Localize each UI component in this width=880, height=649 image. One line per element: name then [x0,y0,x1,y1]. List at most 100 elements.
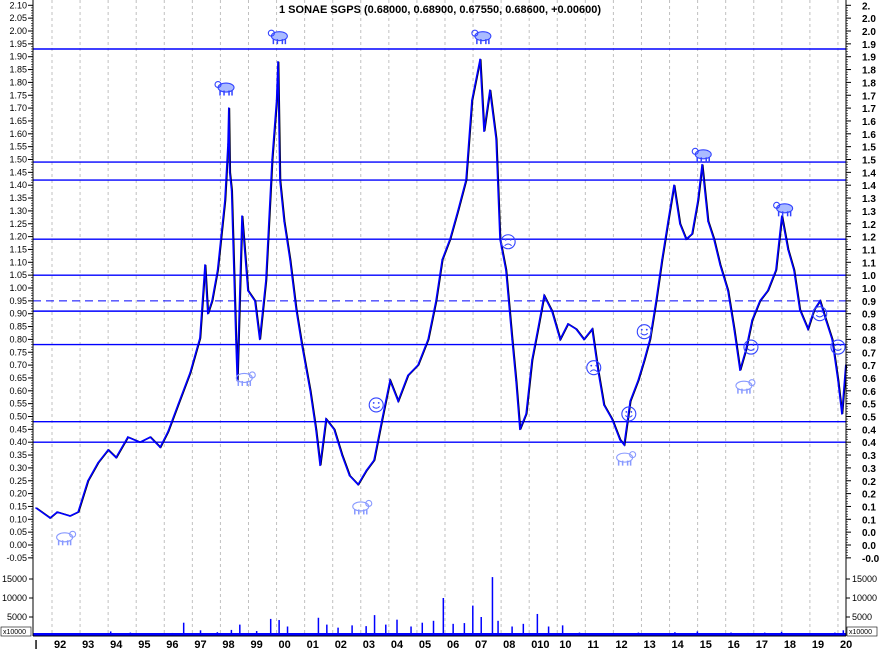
price-point [228,107,230,109]
bull-head [69,530,77,538]
price-point [619,438,621,441]
left-tick-label: 1.35 [9,193,27,203]
volume-bar [432,620,435,636]
price-point [841,413,843,415]
left-tick-label: 0.70 [9,360,27,370]
price-point [441,258,443,261]
price-point [713,238,715,240]
face-eye [377,402,380,404]
face-mouth [589,369,598,373]
smile-icon [368,397,384,413]
right-tick-label: 0.4 [862,438,876,449]
price-point [204,264,206,266]
volume-unit-box-left [0,626,32,637]
right-tick-label: 1.8 [862,78,876,89]
bull-icon [616,451,637,466]
bull-icon [235,371,256,386]
volume-bar [463,623,466,636]
x-tick-label: 14 [672,639,685,649]
price-point [719,264,721,266]
volume-tick-label-right: 15000 [852,574,877,584]
face-eye [625,411,628,413]
x-tick-label: 00 [279,639,291,649]
price-point [341,454,343,456]
right-tick-label: 0.5 [862,400,876,411]
volume-bar [269,618,272,636]
right-tick-label: 0.1 [862,515,876,526]
bear-head [214,80,222,89]
price-point [325,418,327,420]
price-point [623,443,625,446]
price-point [591,328,593,330]
price-point [739,369,741,372]
right-tick-label: 1.7 [862,104,876,115]
price-line [35,59,847,520]
price-point [701,163,703,166]
price-point [649,338,651,341]
volume-bar [561,625,564,636]
x-tick-label: 97 [194,639,206,649]
price-point [35,507,37,509]
price-point [199,337,201,339]
price-point [707,220,709,222]
right-tick-label: 1.5 [862,156,876,167]
smile-icon [621,406,637,422]
volume-bar [511,626,513,636]
price-point [629,400,632,402]
right-tick-label: 0.9 [862,310,876,321]
face-eye [640,328,643,331]
price-point [471,99,473,102]
price-point [189,372,191,374]
left-tick-label: 0.20 [9,489,27,499]
price-point [159,446,161,449]
left-tick-label: 1.40 [9,180,27,190]
right-tick-label: 0.5 [862,413,876,424]
price-point [515,379,517,382]
price-point [697,199,699,202]
price-point [479,58,481,61]
bear-head [267,29,275,37]
right-tick-label: 0.0 [862,528,876,539]
bull-head [365,499,373,508]
price-point [637,379,639,382]
volume-tick-label-left: 10000 [2,593,27,603]
frown-icon [586,360,602,376]
x-tick-label: 99 [250,639,262,649]
price-point [655,300,657,302]
price-point [449,238,451,240]
volume-bar [472,605,474,636]
x-tick-label: 08 [503,639,515,649]
price-point [575,328,577,330]
left-tick-label: 1.20 [9,232,27,242]
face-outline [586,360,602,376]
price-point [277,61,279,63]
price-point [315,428,317,431]
x-tick-label: 10 [559,639,571,649]
price-point [348,474,351,477]
x-tick-label: 17 [756,639,768,649]
price-point [519,428,521,431]
left-tick-label: 1.10 [9,257,27,267]
face-mouth [815,314,824,318]
left-tick-label: 0.60 [9,386,27,396]
price-series [35,58,848,520]
bull-head [748,379,756,387]
price-point [787,248,789,251]
x-tick-label: 12 [615,639,627,649]
price-point [271,158,273,161]
x-tick-label: 95 [138,639,150,649]
price-point [766,289,769,292]
smile-icon [636,324,652,340]
price-point [775,269,777,271]
face-mouth [640,332,649,336]
bear-head [471,29,479,37]
left-tick-label: 0.10 [9,514,27,524]
x-tick-label: 93 [82,639,94,649]
right-tick-label: 1.4 [862,181,876,192]
left-tick-label: 0.30 [9,463,27,473]
price-point [149,436,152,438]
left-tick-label: 1.55 [9,142,27,152]
price-point [211,300,213,302]
left-tick-label: 0.90 [9,309,27,319]
left-tick-label: -0.05 [6,553,27,563]
